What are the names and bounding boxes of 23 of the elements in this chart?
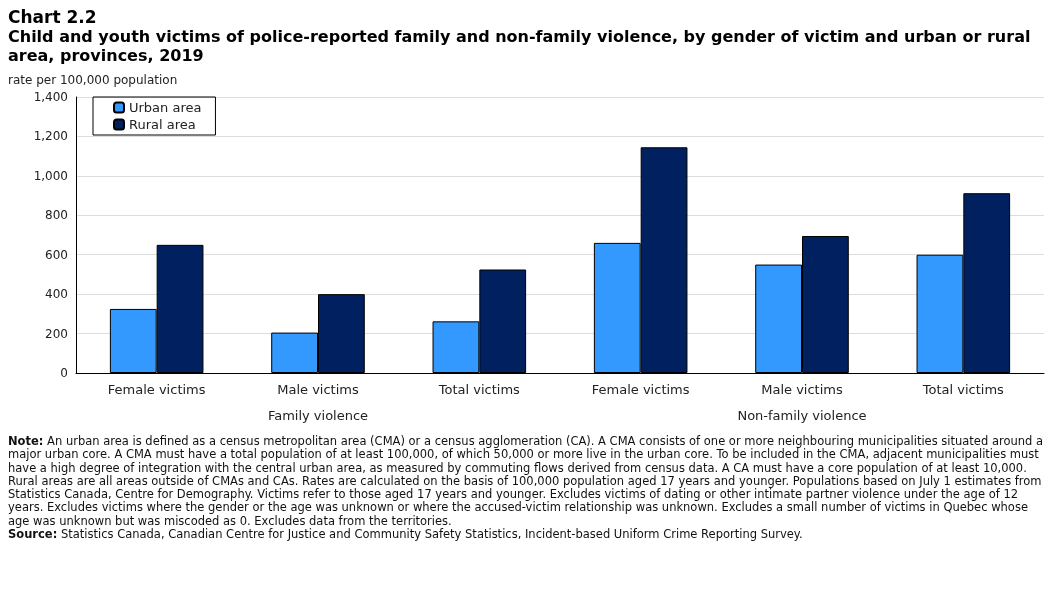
y-tick-label: 1,400: [33, 90, 68, 104]
y-tick-label: 200: [45, 326, 68, 341]
x-tick-label: Female victims: [107, 382, 206, 397]
y-tick-label: 600: [45, 247, 68, 262]
source-note: Source: Statistics Canada, Canadian Centre for Justice and Community Safety Statistics, Incident-based Uniform Crime Reporting Survey.: [8, 527, 804, 542]
y-tick-label: 1,200: [33, 129, 68, 144]
text: Note: An urban area is defined as a census metropolitan area (CMA) or a census agglomeration (CA). A CMA consists of one or more neighbouring municipalities situated around a major urban core. A CMA must have a total population of at least 100,000, of which 50,000 or more live in the urban core. To be included in the CMA, adjacent municipalities must have a high degree of integration with the central urban area, as measured by commuting flows derived from census data. A CA must have a core population of at least 10,000. Rural areas are all areas outside of CMAs and CAs. Rates are calculated on the basis of 100,000 population aged 17 years and younger. Populations based on July 1 estimates from Statistics Canada, Centre for Demography. Victims refer to those aged 17 years and younger. Excludes victims of dating or other intimate partner violence under the age of 12 years. Excludes victims where the gender or the age was unknown or where the accused-victim relationship was unknown. Excludes a small number of victims in Quebec whose age was unknown but was miscoded as 0. Excludes data from the territories.: [8, 434, 1045, 528]
y-tick-label: 400: [45, 287, 68, 302]
y-tick-label: 1,000: [33, 168, 68, 183]
x-tick-label: Total victims: [437, 382, 521, 397]
legend-label: Rural area: [129, 117, 196, 132]
y-tick-label: 0: [60, 366, 68, 380]
text: Family violence: [267, 408, 369, 423]
chart-title: Chart 2.2: [8, 7, 98, 27]
y-tick-label: 800: [45, 208, 68, 223]
y-axis-title: rate per 100,000 population: [8, 73, 179, 87]
chart-subtitle: Child and youth victims of police-reported family and non-family violence, by gender of victim and urban or rural area, provinces, 2019: [8, 27, 1032, 65]
x-tick-label: Male victims: [277, 382, 359, 397]
x-tick-label: Total victims: [921, 382, 1005, 397]
text: Non-family violence: [737, 408, 867, 423]
legend-label: Urban area: [129, 100, 202, 115]
x-tick-label: Female victims: [591, 382, 690, 397]
x-tick-label: Male victims: [761, 382, 843, 397]
